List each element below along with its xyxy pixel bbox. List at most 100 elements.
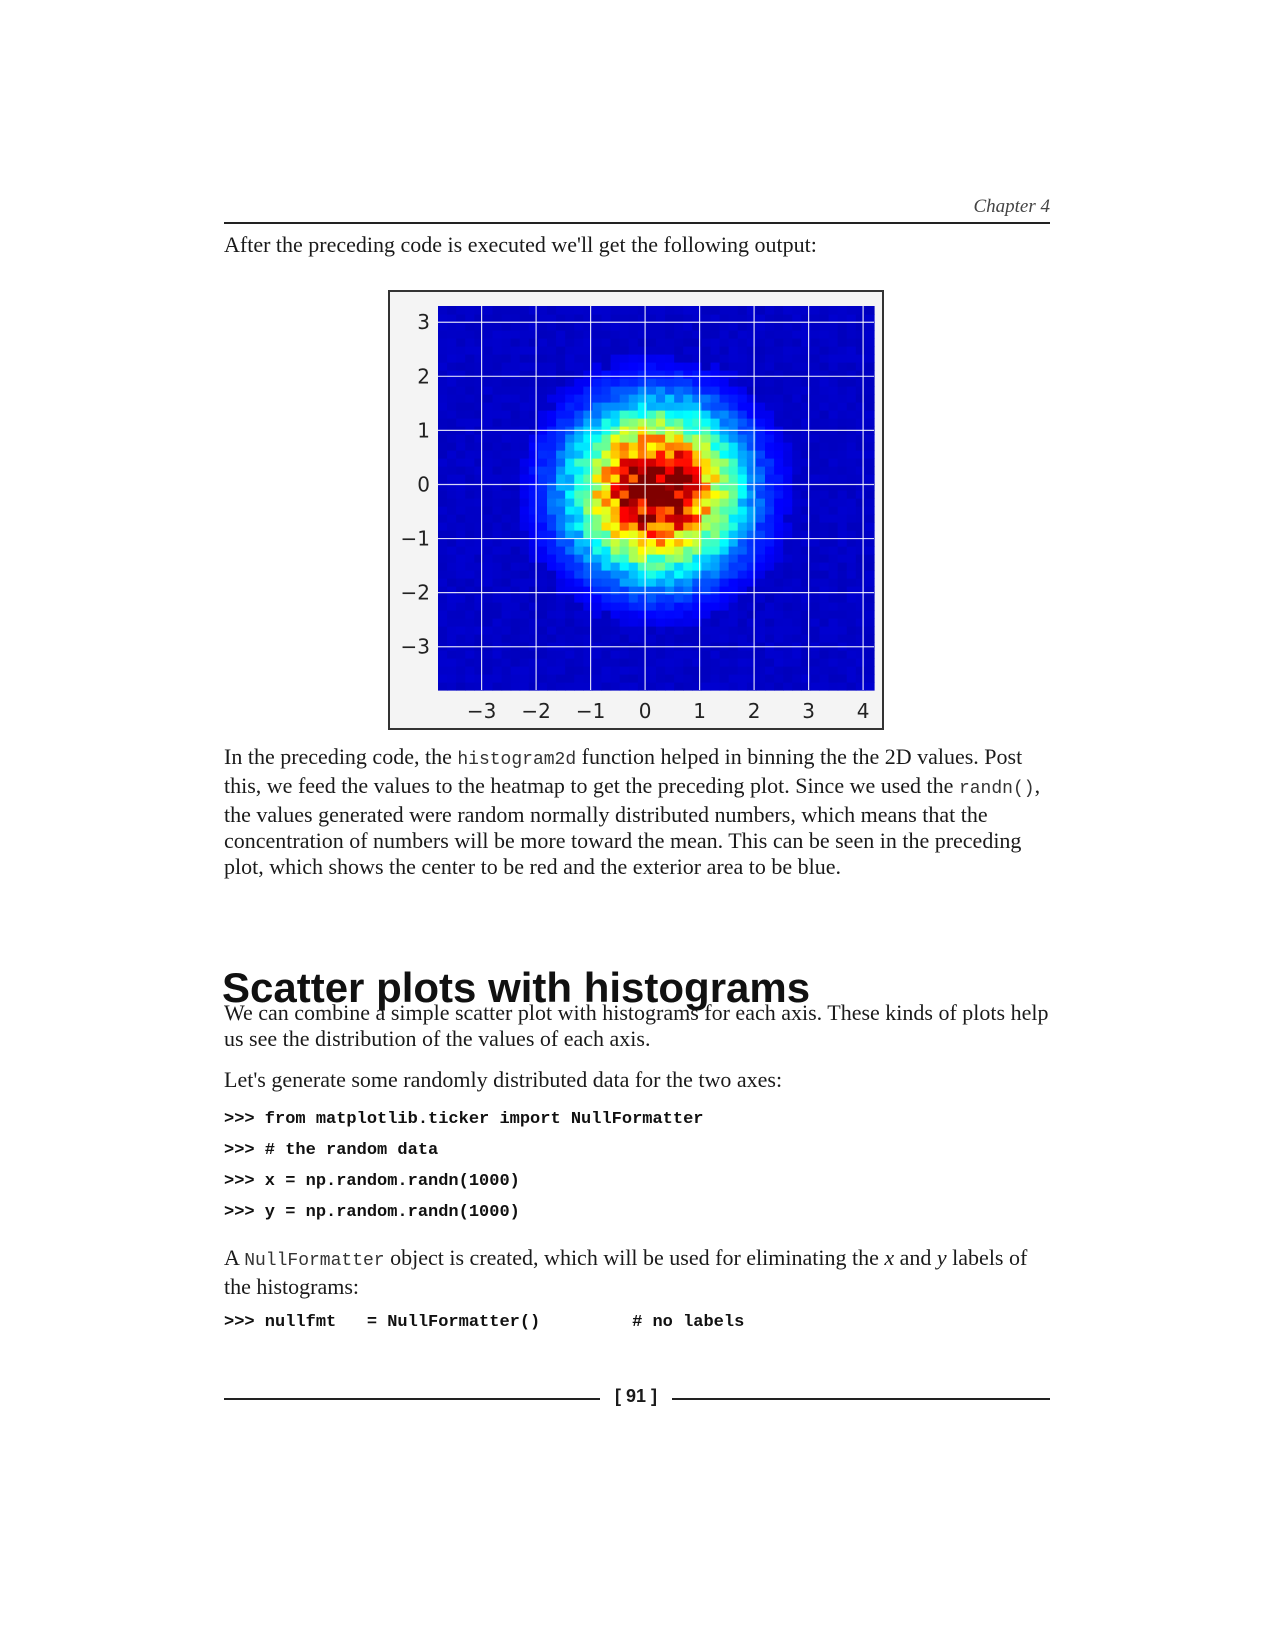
heatmap-cell	[656, 594, 666, 603]
heatmap-cell	[646, 490, 657, 499]
heatmap-cell	[456, 610, 466, 619]
heatmap-cell	[565, 658, 575, 667]
heatmap-cell	[810, 346, 821, 355]
heatmap-cell	[556, 362, 566, 371]
heatmap-cell	[701, 322, 712, 331]
heatmap-cell	[465, 578, 475, 587]
heatmap-cell	[710, 618, 721, 627]
heatmap-cell	[656, 338, 666, 347]
heatmap-cell	[774, 402, 784, 411]
heatmap-cell	[492, 650, 503, 659]
heatmap-cell	[755, 482, 766, 491]
heatmap-cell	[692, 314, 703, 323]
heatmap-cell	[556, 666, 566, 675]
heatmap-cell	[656, 362, 666, 371]
heatmap-cell	[637, 554, 648, 563]
heatmap-cell	[501, 394, 512, 403]
heatmap-cell	[801, 418, 812, 427]
heatmap-cell	[837, 418, 848, 427]
heatmap-cell	[683, 362, 693, 371]
heatmap-cell	[592, 370, 603, 379]
heatmap-cell	[565, 434, 575, 443]
heatmap-cell	[601, 434, 612, 443]
heatmap-cell	[728, 626, 739, 635]
heatmap-cell	[465, 314, 475, 323]
heatmap-cell	[474, 546, 485, 555]
heatmap-cell	[447, 554, 457, 563]
heatmap-cell	[710, 522, 721, 531]
heatmap-cell	[801, 402, 812, 411]
heatmap-cell	[556, 634, 566, 643]
heatmap-cell	[574, 498, 584, 507]
heatmap-cell	[519, 570, 530, 579]
heatmap-cell	[855, 410, 866, 419]
heatmap-cell	[855, 458, 866, 467]
heatmap-cell	[792, 362, 802, 371]
heatmap-cell	[628, 562, 639, 571]
heatmap-cell	[610, 346, 621, 355]
heatmap-cell	[746, 594, 757, 603]
heatmap-cell	[601, 322, 612, 331]
heatmap-cell	[510, 482, 521, 491]
heatmap-cell	[528, 330, 539, 339]
heatmap-cell	[683, 514, 693, 523]
heatmap-cell	[646, 434, 657, 443]
heatmap-cell	[855, 602, 866, 611]
heatmap-cell	[547, 394, 557, 403]
heatmap-cell	[574, 634, 584, 643]
heatmap-cell	[547, 530, 557, 539]
heatmap-cell	[855, 378, 866, 387]
heatmap-cell	[710, 482, 721, 491]
heatmap-cell	[783, 578, 793, 587]
heatmap-cell	[465, 554, 475, 563]
heatmap-cell	[547, 306, 557, 315]
heatmap-cell	[737, 674, 748, 683]
heatmap-cell	[719, 474, 730, 483]
heatmap-cell	[528, 354, 539, 363]
heatmap-cell	[828, 458, 839, 467]
heatmap-cell	[774, 522, 784, 531]
heatmap-cell	[774, 658, 784, 667]
heatmap-cell	[737, 354, 748, 363]
heatmap-cell	[447, 434, 457, 443]
heatmap-cell	[737, 378, 748, 387]
heatmap-cell	[837, 450, 848, 459]
heatmap-cell	[646, 482, 657, 491]
heatmap-cell	[537, 682, 548, 691]
heatmap-cell	[510, 450, 521, 459]
heatmap-cell	[492, 522, 503, 531]
heatmap-cell	[556, 522, 566, 531]
heatmap-cell	[674, 346, 684, 355]
heatmap-cell	[656, 354, 666, 363]
heatmap-cell	[810, 618, 821, 627]
heatmap-cell	[837, 330, 848, 339]
heatmap-cell	[637, 306, 648, 315]
heatmap-cell	[501, 674, 512, 683]
heatmap-cell	[701, 314, 712, 323]
heatmap-cell	[492, 530, 503, 539]
heatmap-cell	[774, 482, 784, 491]
explanation-text-2: function helped in binning the the 2D va…	[224, 744, 1023, 798]
heatmap-cell	[855, 682, 866, 691]
heatmap-cell	[719, 682, 730, 691]
heatmap-cell	[438, 330, 448, 339]
heatmap-cell	[765, 466, 775, 475]
heatmap-cell	[837, 570, 848, 579]
heatmap-cell	[846, 394, 857, 403]
heatmap-cell	[765, 586, 775, 595]
heatmap-cell	[765, 530, 775, 539]
heatmap-cell	[619, 562, 630, 571]
heatmap-cell	[746, 466, 757, 475]
heatmap-cell	[646, 570, 657, 579]
heatmap-cell	[610, 658, 621, 667]
heatmap-cell	[619, 634, 630, 643]
heatmap-cell	[819, 586, 830, 595]
heatmap-cell	[528, 490, 539, 499]
heatmap-cell	[728, 506, 739, 515]
heatmap-cell	[465, 498, 475, 507]
heatmap-cell	[801, 530, 812, 539]
heatmap-cell	[792, 554, 802, 563]
heatmap-cell	[792, 658, 802, 667]
heatmap-cell	[583, 410, 594, 419]
heatmap-cell	[755, 394, 766, 403]
